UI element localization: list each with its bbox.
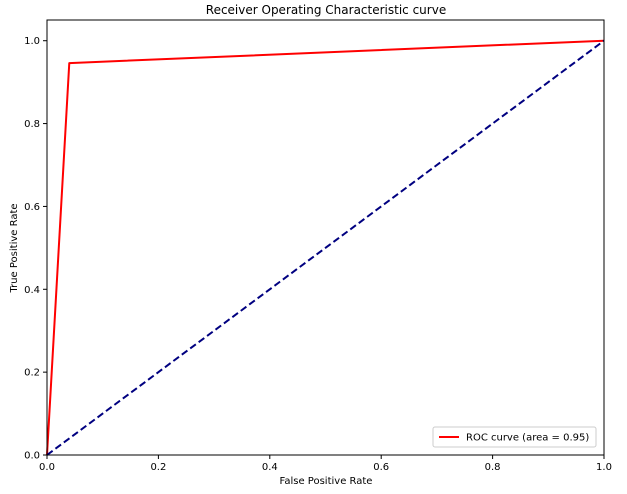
- x-tick-label: 0.4: [262, 462, 278, 473]
- y-tick-label: 0.6: [24, 202, 40, 213]
- y-axis-label: True Positive Rate: [9, 203, 20, 293]
- x-axis-label: False Positive Rate: [280, 476, 373, 487]
- roc-curve-line: [46, 39, 605, 456]
- y-tick-label: 0.8: [24, 119, 40, 130]
- x-tick-label: 1.0: [596, 462, 612, 473]
- chart-title: Receiver Operating Characteristic curve: [206, 3, 446, 17]
- y-tick-label: 0.0: [24, 451, 40, 462]
- plot-area: 0.0 0.2 0.4 0.6 0.8 1.0 0.0 0.2 0.4 0.6 0.8 1.0: [24, 19, 612, 473]
- y-tick-label: 1.0: [24, 36, 40, 47]
- x-tick-label: 0.8: [485, 462, 501, 473]
- y-tick-label: 0.4: [24, 285, 40, 296]
- legend-label: ROC curve (area = 0.95): [466, 433, 589, 444]
- y-tick-label: 0.2: [24, 368, 40, 379]
- x-tick-label: 0.6: [373, 462, 389, 473]
- diagonal-reference-line: [46, 39, 605, 456]
- x-tick-label: 0.0: [39, 462, 55, 473]
- legend-box: [432, 426, 597, 448]
- x-tick-label: 0.2: [150, 462, 166, 473]
- legend: ROC curve (area = 0.95): [432, 426, 597, 448]
- plot-frame: [46, 19, 605, 456]
